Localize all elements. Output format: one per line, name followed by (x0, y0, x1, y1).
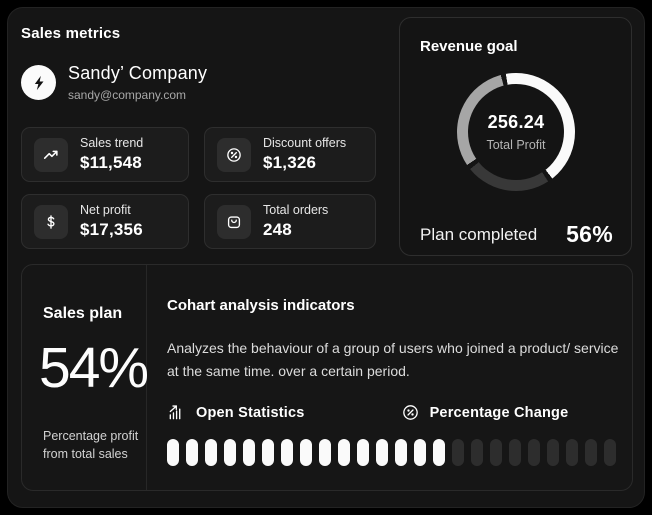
progress-pill-filled (433, 439, 445, 466)
sales-plan-cohort-panel: Sales plan 54% Percentage profit from to… (21, 264, 633, 491)
cohort-actions: Open Statistics Percentage Change (167, 403, 619, 422)
revenue-goal-panel: Revenue goal 256.24 Total Profit Plan co… (399, 17, 632, 256)
revenue-goal-title: Revenue goal (420, 38, 518, 55)
metric-card-net-profit: Net profit $17,356 (21, 194, 189, 249)
sales-plan-caption: Percentage profit from total sales (43, 429, 139, 461)
flash-logo-icon (29, 73, 49, 93)
shopping-bag-icon (217, 204, 251, 239)
page-title: Sales metrics (21, 25, 121, 42)
progress-pill-filled (414, 439, 426, 466)
cohort-section: Cohart analysis indicators Analyzes the … (167, 265, 632, 490)
metric-label: Total orders (263, 203, 329, 217)
progress-pill-filled (186, 439, 198, 466)
progress-pill-filled (205, 439, 217, 466)
dollar-icon (34, 204, 68, 239)
company-avatar (21, 65, 56, 100)
progress-pill-filled (376, 439, 388, 466)
metric-label: Discount offers (263, 136, 347, 150)
metric-value: $11,548 (80, 153, 142, 172)
metric-value: $17,356 (80, 220, 143, 239)
company-name: Sandy’ Company (68, 63, 208, 83)
progress-pill-filled (243, 439, 255, 466)
progress-pill-empty (566, 439, 578, 466)
progress-pill-empty (604, 439, 616, 466)
company-email: sandy@company.com (68, 88, 187, 102)
metric-card-discount-offers: Discount offers $1,326 (204, 127, 376, 182)
progress-pill-filled (338, 439, 350, 466)
cohort-description: Analyzes the behaviour of a group of use… (167, 340, 619, 379)
open-statistics-button[interactable]: Open Statistics (167, 403, 305, 422)
percentage-change-label: Percentage Change (429, 404, 569, 421)
progress-pill-empty (509, 439, 521, 466)
progress-pill-empty (490, 439, 502, 466)
total-profit-value: 256.24 (487, 112, 545, 132)
progress-pill-empty (471, 439, 483, 466)
dashboard: Sales metrics Sandy’ Company sandy@compa… (7, 7, 645, 508)
progress-pill-filled (395, 439, 407, 466)
progress-pill-filled (167, 439, 179, 466)
metric-value: $1,326 (263, 153, 317, 172)
metric-card-sales-trend: Sales trend $11,548 (21, 127, 189, 182)
progress-pill-filled (357, 439, 369, 466)
sales-plan-percent: 54% (39, 336, 149, 400)
progress-pill-empty (528, 439, 540, 466)
progress-pill-filled (262, 439, 274, 466)
cohort-title: Cohart analysis indicators (167, 297, 355, 314)
discount-percent-icon (217, 137, 251, 172)
progress-pill-filled (300, 439, 312, 466)
metric-value: 248 (263, 220, 292, 239)
metric-card-total-orders: Total orders 248 (204, 194, 376, 249)
progress-pill-filled (319, 439, 331, 466)
total-profit-label: Total Profit (486, 138, 546, 152)
cohort-progress-bar (167, 439, 616, 466)
trend-up-icon (34, 137, 68, 172)
percentage-change-button[interactable]: Percentage Change (401, 403, 569, 422)
sales-plan-title: Sales plan (43, 305, 123, 322)
bar-chart-icon (167, 403, 186, 422)
progress-pill-empty (585, 439, 597, 466)
revenue-goal-donut-chart: 256.24 Total Profit (457, 73, 575, 191)
open-statistics-label: Open Statistics (196, 404, 305, 421)
plan-completed-value: 56% (566, 221, 613, 247)
metric-label: Sales trend (80, 136, 144, 150)
company-profile: Sandy’ Company sandy@company.com (21, 63, 207, 102)
progress-pill-empty (452, 439, 464, 466)
progress-pill-empty (547, 439, 559, 466)
percent-circle-icon (401, 403, 420, 422)
metric-label: Net profit (80, 203, 131, 217)
progress-pill-filled (281, 439, 293, 466)
plan-completed-row: Plan completed 56% (420, 221, 613, 248)
sales-plan-section: Sales plan 54% Percentage profit from to… (22, 265, 149, 490)
plan-completed-label: Plan completed (420, 224, 538, 244)
progress-pill-filled (224, 439, 236, 466)
